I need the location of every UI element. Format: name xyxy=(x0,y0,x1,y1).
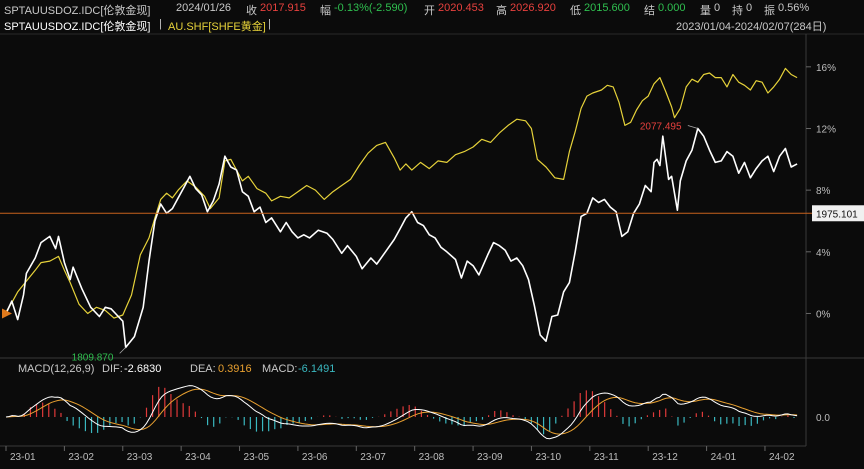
volume-value: 0 xyxy=(714,2,721,14)
x-tick-label: 24-01 xyxy=(711,452,737,463)
dif-label: DIF: xyxy=(102,363,123,375)
x-tick-label: 23-01 xyxy=(10,452,36,463)
x-tick-label: 23-02 xyxy=(68,452,94,463)
macd-label: MACD: xyxy=(262,363,298,375)
x-tick-label: 23-08 xyxy=(419,452,445,463)
open-label: 开 xyxy=(424,5,435,17)
dif-value: -2.6830 xyxy=(124,363,162,375)
legend-series-2: AU.SHF[SHFE黄金] xyxy=(168,21,266,33)
change-label: 幅 xyxy=(320,5,331,17)
dea-value: 0.3916 xyxy=(218,363,252,375)
y-tick-label: 8% xyxy=(816,186,831,197)
dea-label: DEA: xyxy=(190,363,216,375)
low-label: 低 xyxy=(570,5,581,17)
macd-dif-line xyxy=(5,385,798,440)
date-range-label: 2023/01/04-2024/02/07(284日) xyxy=(676,21,827,33)
max-label-leader xyxy=(687,125,698,129)
legend-series-1: SPTAUUSDOZ.IDC[伦敦金现] xyxy=(4,21,151,33)
low-value: 2015.600 xyxy=(584,2,630,14)
x-tick-label: 23-05 xyxy=(244,452,270,463)
oi-value: 0 xyxy=(746,2,753,14)
settle-value: 0.000 xyxy=(658,2,686,14)
start-marker-icon xyxy=(2,308,12,319)
close-label: 收 xyxy=(246,5,257,17)
min-label: 1809.870 xyxy=(72,352,114,363)
reference-value-label: 1975.101 xyxy=(816,209,858,220)
x-tick-label: 23-04 xyxy=(185,452,211,463)
date-label: 2024/01/26 xyxy=(176,2,232,14)
macd-zero-label: 0.0 xyxy=(816,413,830,424)
macd-dea-line xyxy=(5,388,798,435)
x-tick-label: 23-07 xyxy=(360,452,386,463)
min-label-leader xyxy=(119,347,126,354)
legend-row: SPTAUUSDOZ.IDC[伦敦金现] | AU.SHF[SHFE黄金] | … xyxy=(0,17,864,33)
high-label: 高 xyxy=(496,5,507,17)
annotations: 1975.101 2077.495 1809.870 xyxy=(0,121,864,363)
amplitude-value: 0.56% xyxy=(778,2,810,14)
max-label: 2077.495 xyxy=(640,121,682,132)
series-lines xyxy=(5,67,798,349)
reference-value-box xyxy=(812,205,864,222)
amplitude-label: 振 xyxy=(764,5,775,17)
change-value: -0.13%(-2.590) xyxy=(334,2,408,14)
macd-header: MACD(12,26,9) DIF: -2.6830 DEA: 0.3916 M… xyxy=(0,362,864,376)
legend-separator: | xyxy=(159,18,162,30)
y-tick-label: 4% xyxy=(816,248,831,259)
y-tick-label: 16% xyxy=(816,63,836,74)
x-tick-label: 23-06 xyxy=(302,452,328,463)
x-tick-label: 23-03 xyxy=(127,452,153,463)
series-line-london-gold xyxy=(5,127,798,349)
x-tick-label: 23-11 xyxy=(594,452,619,463)
symbol-label: SPTAUUSDOZ.IDC[伦敦金现] xyxy=(4,5,151,17)
volume-label: 量 xyxy=(700,5,711,17)
y-tick-label: 0% xyxy=(816,309,831,320)
settle-label: 结 xyxy=(644,5,655,17)
x-tick-label: 23-12 xyxy=(652,452,678,463)
x-tick-label: 23-10 xyxy=(535,452,561,463)
y-tick-label: 12% xyxy=(816,124,836,135)
macd-value: -6.1491 xyxy=(298,363,336,375)
x-axis-ticks: 23-01 23-02 23-03 23-04 23-05 23-06 23-07 23-08… xyxy=(5,446,795,463)
oi-label: 持 xyxy=(732,5,743,17)
close-value: 2017.915 xyxy=(260,2,306,14)
legend-trailing-separator: | xyxy=(268,18,271,30)
open-value: 2020.453 xyxy=(438,2,484,14)
series-line-shfe-gold xyxy=(5,67,798,319)
y-axis-ticks: 16% 12% 8% 4% 0% xyxy=(806,63,836,320)
macd-title: MACD(12,26,9) xyxy=(18,363,95,375)
x-tick-label: 23-09 xyxy=(477,452,503,463)
quote-header: SPTAUUSDOZ.IDC[伦敦金现] 2024/01/26 收 2017.9… xyxy=(0,0,864,17)
high-value: 2026.920 xyxy=(510,2,556,14)
x-tick-label: 24-02 xyxy=(769,452,795,463)
macd-panel: 0.0 xyxy=(5,385,830,440)
